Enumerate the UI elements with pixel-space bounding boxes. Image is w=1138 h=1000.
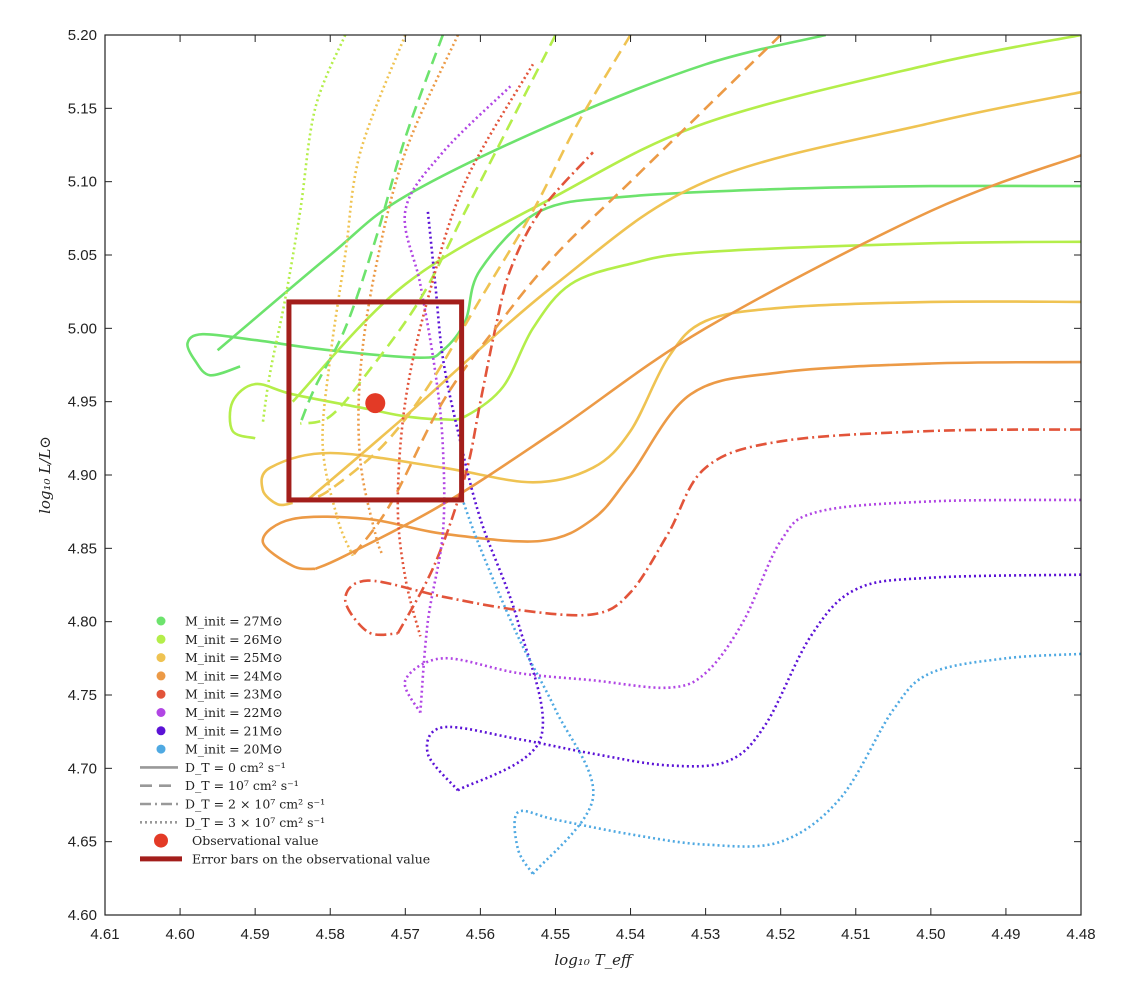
x-tick-label: 4.52 xyxy=(766,926,795,943)
legend-marker-label: Observational value xyxy=(192,833,319,848)
track-27-dashed xyxy=(298,35,445,425)
error-box xyxy=(286,299,465,503)
y-tick-label: 4.90 xyxy=(68,467,97,484)
x-tick-label: 4.56 xyxy=(466,926,495,943)
track-25-dotted xyxy=(321,35,407,557)
x-tick-label: 4.57 xyxy=(391,926,420,943)
x-tick-label: 4.51 xyxy=(841,926,870,943)
track-27-solid xyxy=(186,184,1081,377)
legend-style-label: D_T = 0 cm² s⁻¹ xyxy=(185,760,286,775)
track-24-solid xyxy=(261,360,1081,571)
y-tick-label: 5.10 xyxy=(68,174,97,191)
legend-mass-marker xyxy=(156,671,166,681)
legend-mass-label: M_init = 23M⊙ xyxy=(185,687,283,702)
track-25-solid xyxy=(260,300,1081,507)
legend-mass-label: M_init = 20M⊙ xyxy=(185,742,283,757)
y-tick-label: 5.20 xyxy=(68,27,97,44)
track-24-solid xyxy=(314,154,1081,571)
legend-mass-label: M_init = 22M⊙ xyxy=(185,705,283,720)
legend-mass-marker xyxy=(156,653,166,663)
track-22-dotted xyxy=(403,85,512,713)
legend-marker-label: Error bars on the observational value xyxy=(192,851,430,866)
series-layer xyxy=(186,35,1081,875)
x-tick-label: 4.49 xyxy=(991,926,1020,943)
x-tick-label: 4.48 xyxy=(1066,926,1095,943)
legend: M_init = 27M⊙ M_init = 26M⊙ M_init = 25M⊙ M… xyxy=(140,614,430,866)
track-26-dashed xyxy=(299,35,557,425)
y-tick-label: 5.00 xyxy=(68,320,97,337)
track-24-dotted xyxy=(357,35,460,557)
x-tick-label: 4.55 xyxy=(541,926,570,943)
x-tick-label: 4.50 xyxy=(916,926,945,943)
legend-mass-label: M_init = 21M⊙ xyxy=(185,723,283,738)
track-20-dotted xyxy=(460,496,595,875)
legend-mass-marker xyxy=(156,744,166,754)
x-tick-label: 4.59 xyxy=(241,926,270,943)
legend-mass-label: M_init = 27M⊙ xyxy=(185,614,283,629)
track-23-dashdot xyxy=(343,428,1081,637)
legend-observation-marker xyxy=(154,833,168,848)
y-axis-label: log₁₀ L/L⊙ xyxy=(36,436,54,514)
y-tick-label: 4.70 xyxy=(68,760,97,777)
track-24-dashed xyxy=(351,35,782,557)
y-tick-label: 4.60 xyxy=(68,907,97,924)
legend-mass-marker xyxy=(156,689,166,699)
observation-layer xyxy=(286,299,465,503)
legend-mass-label: M_init = 26M⊙ xyxy=(185,632,283,647)
track-27-solid xyxy=(216,35,827,352)
observation-point xyxy=(365,393,386,414)
x-tick-label: 4.60 xyxy=(165,926,194,943)
legend-style-label: D_T = 10⁷ cm² s⁻¹ xyxy=(185,778,299,793)
track-26-dotted xyxy=(261,35,347,424)
y-tick-label: 4.65 xyxy=(68,834,97,851)
legend-mass-marker xyxy=(156,726,166,736)
legend-style-label: D_T = 3 × 10⁷ cm² s⁻¹ xyxy=(185,815,325,830)
x-tick-label: 4.58 xyxy=(316,926,345,943)
track-20-dotted xyxy=(513,652,1081,875)
legend-style-label: D_T = 2 × 10⁷ cm² s⁻¹ xyxy=(185,797,325,812)
plot-background xyxy=(105,35,1081,915)
legend-mass-marker xyxy=(156,634,166,644)
legend-mass-label: M_init = 24M⊙ xyxy=(185,668,283,683)
y-tick-label: 4.95 xyxy=(68,394,97,411)
y-tick-label: 4.85 xyxy=(68,540,97,557)
y-tick-label: 4.80 xyxy=(68,614,97,631)
x-tick-label: 4.54 xyxy=(616,926,645,943)
track-26-solid xyxy=(228,240,1081,440)
track-23-dotted xyxy=(396,63,535,637)
x-tick-label: 4.61 xyxy=(90,926,119,943)
legend-mass-label: M_init = 25M⊙ xyxy=(185,650,283,665)
legend-mass-marker xyxy=(156,616,166,626)
track-26-solid xyxy=(291,35,1081,403)
legend-mass-marker xyxy=(156,708,166,717)
track-23-dashdot xyxy=(396,151,594,635)
track-25-solid xyxy=(306,90,1081,501)
x-tick-label: 4.53 xyxy=(691,926,720,943)
x-axis-label: log₁₀ T_eff xyxy=(554,951,634,969)
track-21-dotted xyxy=(425,573,1081,792)
track-25-dashed xyxy=(307,35,632,502)
y-tick-label: 5.15 xyxy=(68,100,97,117)
y-tick-label: 4.75 xyxy=(68,687,97,704)
y-tick-label: 5.05 xyxy=(68,247,97,264)
axis-ticks: 4.61 4.60 4.59 4.58 4.57 4.56 4.55 4.54 4.53 4.52… xyxy=(68,27,1096,943)
track-22-dotted xyxy=(403,498,1081,714)
